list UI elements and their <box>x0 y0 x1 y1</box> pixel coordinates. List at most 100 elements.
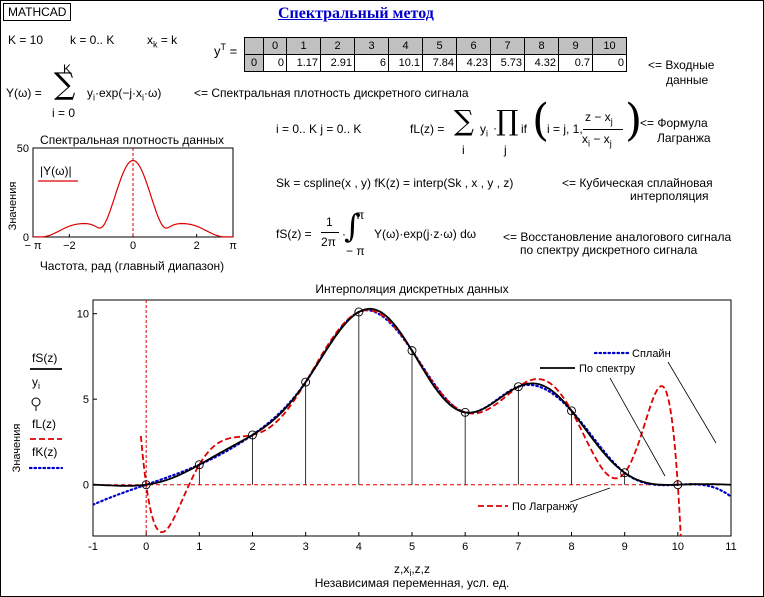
yT-name: y <box>214 43 221 59</box>
spectrum-body: yi·exp(−j·xi·ω) <box>87 86 161 102</box>
spectrum-chart-xlabel: Частота, рад (главный диапазон) <box>40 259 224 273</box>
main-xtick-label: 3 <box>303 541 309 553</box>
yT-cell[interactable]: 0 <box>263 54 287 72</box>
yT-cell[interactable]: 6 <box>354 54 389 72</box>
product-symbol-icon: ∏ <box>496 104 519 137</box>
note-lagrange-1: <= Формула <box>640 116 708 130</box>
fourier-int-bottom: − π <box>346 244 365 258</box>
main-xtick-label: 5 <box>409 541 415 553</box>
main-xtick-label: 2 <box>249 541 255 553</box>
spectrum-xtick-label: 2 <box>194 240 200 252</box>
main-chart-title: Интерполяция дискретных данных <box>315 282 508 296</box>
spectrum-exp: ·exp(−j·x <box>95 86 143 100</box>
fourier-frac-num: 1 <box>326 215 333 229</box>
sample-point <box>407 346 417 356</box>
sample-point <box>301 377 311 387</box>
lagrange-formula[interactable]: fL(z) = ∑ i yi · ∏ j if ( i = j, 1, z − … <box>410 99 642 163</box>
lagrange-lhs: fL(z) = <box>410 122 445 136</box>
lagrange-den-sub: i <box>588 138 590 149</box>
spectrum-chart-legend: |Y(ω)| <box>40 164 72 178</box>
spectrum-y-sub: i <box>93 92 95 103</box>
spline-formula[interactable]: Sk = cspline(x , y) fK(z) = interp(Sk , … <box>276 176 514 190</box>
yT-cell[interactable]: 10.1 <box>388 54 423 72</box>
main-xtick-label: -1 <box>88 541 98 553</box>
spectrum-end: ·ω) <box>144 86 162 100</box>
sample-point <box>620 468 630 478</box>
fourier-int-top: π <box>356 208 365 222</box>
fourier-body: Y(ω)·exp(j·z·ω) dω <box>374 227 477 241</box>
main-chart-ylabel: Значения <box>11 424 23 473</box>
def-K[interactable]: K = 10 <box>8 33 44 47</box>
spectrum-ytick-label: 50 <box>17 143 29 155</box>
main-xtick-label: 10 <box>672 541 684 553</box>
worksheet-title[interactable]: Спектральный метод <box>278 5 434 22</box>
yT-value-row: 0 0 1.17 2.91 6 10.1 7.84 4.23 5.73 4.32 0.7 0 <box>244 54 627 72</box>
note-spectrum: <= Спектральная плотность дискретного си… <box>194 86 469 100</box>
note-lagrange-2: Лагранжа <box>657 131 711 145</box>
sample-points <box>141 307 683 490</box>
legend-fK: fK(z) <box>32 445 57 459</box>
fourier-lhs: fS(z) = <box>276 227 312 241</box>
spectrum-sum-top: K <box>63 62 72 76</box>
yT-table-wrap[interactable]: 0 1 2 3 4 5 6 7 8 9 10 0 0 1.17 2.91 6 10.1 7.84 4.23 5.7… <box>244 37 627 72</box>
lagrange-num-text: z − x <box>585 110 611 124</box>
lagrange-den: xi − xj <box>582 132 612 148</box>
spectrum-chart-ylabel: Значения <box>7 182 19 231</box>
spectrum-formula[interactable]: Y(ω) = K ∑ i = 0 yi·exp(−j·xi·ω) <box>6 62 186 124</box>
lagrange-num: z − xj <box>585 110 613 126</box>
yT-col-header: 7 <box>490 37 525 55</box>
yT-cell[interactable]: 0 <box>592 54 627 72</box>
annotation-lagrange-leader <box>569 487 611 503</box>
yT-table[interactable]: 0 1 2 3 4 5 6 7 8 9 10 0 0 1.17 2.91 6 10.1 7.84 4.23 5.7… <box>244 37 627 72</box>
yT-col-header: 6 <box>456 37 491 55</box>
yT-col-header: 0 <box>263 37 287 55</box>
fourier-dot: · <box>342 227 346 241</box>
spectrum-ytick-label: 0 <box>23 232 29 244</box>
spectrum-y: y <box>87 86 93 100</box>
def-xk-sub: k <box>153 39 158 50</box>
fraction-bar <box>583 129 623 130</box>
note-fourier-2: по спектру дискретного сигнала <box>520 243 698 257</box>
yT-cell[interactable]: 4.23 <box>456 54 491 72</box>
spectrum-chart[interactable]: Спектральная плотность данных Значения Ч… <box>0 128 250 278</box>
yT-cell[interactable]: 5.73 <box>490 54 525 72</box>
sample-point <box>513 382 523 392</box>
yT-col-header: 5 <box>422 37 457 55</box>
spectrum-lhs: Y(ω) = <box>6 86 42 100</box>
yT-cell[interactable]: 2.91 <box>320 54 355 72</box>
fraction-bar <box>321 232 339 233</box>
yT-cell[interactable]: 4.32 <box>524 54 559 72</box>
legend-fL: fL(z) <box>32 417 56 431</box>
sample-point <box>567 406 576 416</box>
spectrum-chart-ticks: − π −2 0 2 π 0 50 <box>17 143 237 252</box>
fourier-formula[interactable]: fS(z) = 1 2π · ∫ π − π Y(ω)·exp(j·z·ω) d… <box>276 208 506 260</box>
main-xtick-label: 7 <box>515 541 521 553</box>
def-xk[interactable]: xk = k <box>147 33 177 49</box>
main-xtick-label: 6 <box>462 541 468 553</box>
annotation-spline: Сплайн <box>632 348 671 360</box>
yT-cell[interactable]: 0.7 <box>558 54 593 72</box>
legend-y: yi <box>32 375 40 391</box>
def-k-range[interactable]: k = 0.. K <box>70 33 115 47</box>
sample-point <box>194 460 204 470</box>
yT-col-header: 1 <box>286 37 321 55</box>
lagrange-den-x: x <box>582 132 588 146</box>
main-chart-annotations: Сплайн По спектру По Лагранжу <box>478 348 717 513</box>
note-input-1: <= Входные <box>648 58 715 72</box>
spectrum-xtick-label: 0 <box>130 240 136 252</box>
def-xk-lhs: x <box>147 33 153 47</box>
yT-cell[interactable]: 1.17 <box>286 54 321 72</box>
yT-col-header: 2 <box>320 37 355 55</box>
sample-stems <box>198 311 626 485</box>
spectrum-restore-curve <box>93 307 731 487</box>
yT-col-header: 4 <box>388 37 423 55</box>
interpolation-chart[interactable]: Интерполяция дискретных данных Значения … <box>0 278 764 596</box>
lagrange-ranges[interactable]: i = 0.. K j = 0.. K <box>276 122 362 136</box>
main-ytick-label: 0 <box>83 480 89 492</box>
note-fourier-1: <= Восстановление аналогового сигнала <box>503 230 732 244</box>
main-xtick-label: 1 <box>196 541 202 553</box>
yT-corner <box>244 37 264 55</box>
yT-cell[interactable]: 7.84 <box>422 54 457 72</box>
yT-eq: = <box>229 43 238 59</box>
main-chart-legend: fS(z) yi fL(z) fK(z) <box>28 351 64 470</box>
